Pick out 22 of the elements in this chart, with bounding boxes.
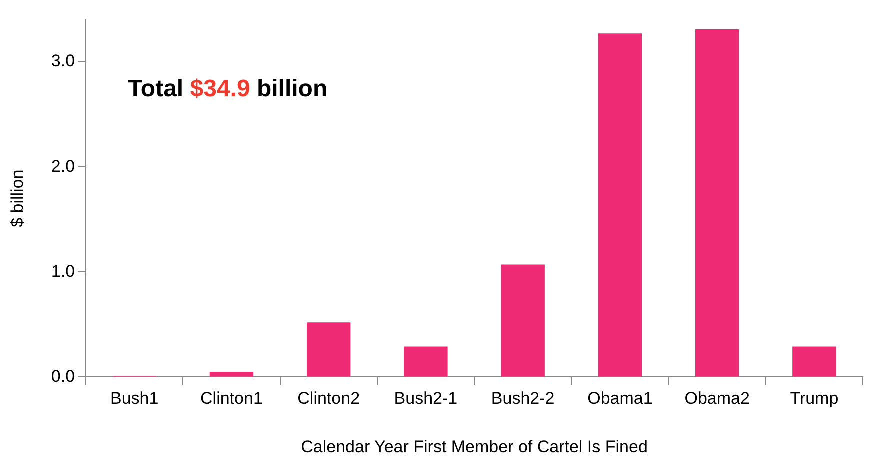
y-tick-label: 0.0: [51, 366, 76, 386]
bar: [404, 346, 448, 377]
y-tick-label: 1.0: [51, 262, 76, 281]
x-tick-label: Clinton1: [200, 389, 263, 408]
bar: [306, 322, 351, 377]
x-tick-label: Clinton2: [298, 389, 360, 408]
x-tick-label: Obama1: [588, 389, 653, 408]
x-tick-label: Bush2-2: [491, 389, 555, 408]
y-tick-label: 2.0: [51, 156, 76, 176]
x-tick-label: Trump: [790, 389, 839, 408]
annotation: Total $34.9 billion: [128, 76, 328, 103]
bar: [695, 29, 740, 377]
bar: [598, 34, 642, 377]
bar: [501, 264, 545, 377]
bar: [210, 372, 254, 377]
y-axis-title: $ billion: [8, 170, 27, 228]
x-tick-label: Obama2: [684, 389, 750, 408]
bar: [792, 346, 836, 377]
x-axis-title: Calendar Year First Member of Cartel Is Fined: [301, 437, 648, 456]
y-tick-label: 3.0: [51, 52, 76, 71]
x-tick-label: Bush2-1: [394, 389, 458, 408]
x-tick-label: Bush1: [110, 389, 159, 408]
